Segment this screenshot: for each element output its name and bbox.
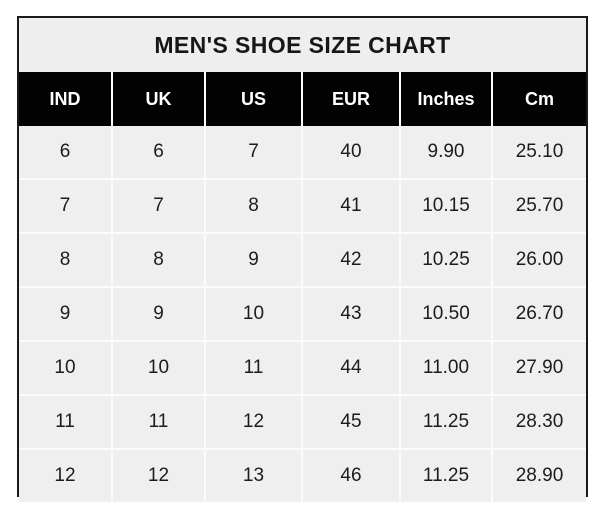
cell-us: 9	[205, 233, 303, 288]
table-row: 10 10 11 44 11.00 27.90	[19, 341, 586, 396]
cell-uk: 10	[112, 341, 206, 396]
table-row: 9 9 10 43 10.50 26.70	[19, 287, 586, 342]
table-row: 6 6 7 40 9.90 25.10	[19, 126, 586, 180]
cell-us: 7	[205, 126, 303, 180]
cell-inches: 11.25	[400, 395, 493, 450]
cell-cm: 26.70	[492, 287, 586, 342]
column-header-eur: EUR	[302, 72, 401, 126]
cell-ind: 12	[19, 449, 113, 502]
cell-cm: 27.90	[492, 341, 586, 396]
cell-cm: 25.10	[492, 126, 586, 180]
cell-eur: 43	[302, 287, 401, 342]
cell-eur: 44	[302, 341, 401, 396]
cell-uk: 9	[112, 287, 206, 342]
cell-us: 10	[205, 287, 303, 342]
table-body: 6 6 7 40 9.90 25.10 7 7 8 41 10.15 25.70…	[19, 126, 586, 502]
cell-cm: 28.90	[515, 465, 564, 486]
cell-us: 12	[205, 395, 303, 450]
cell-eur: 40	[302, 126, 401, 180]
cell-inches: 11.25	[400, 449, 493, 502]
table-row: 7 7 8 41 10.15 25.70	[19, 179, 586, 234]
cell-eur: 46	[302, 449, 401, 502]
cell-inches: 11.00	[400, 341, 493, 396]
cell-uk: 7	[112, 179, 206, 234]
cell-inches: 10.50	[400, 287, 493, 342]
cell-uk: 8	[112, 233, 206, 288]
cell-ind: 6	[19, 126, 113, 180]
cell-uk: 6	[112, 126, 206, 180]
column-header-us: US	[205, 72, 303, 126]
column-header-cm: Cm	[524, 88, 554, 109]
cell-cm: 28.30	[492, 395, 586, 450]
cell-ind: 11	[19, 395, 113, 450]
column-header-uk: UK	[112, 72, 206, 126]
column-header-ind: IND	[19, 72, 113, 126]
cell-us: 8	[205, 179, 303, 234]
cell-ind: 10	[19, 341, 113, 396]
column-header-inches: Inches	[400, 72, 493, 126]
cell-eur: 45	[302, 395, 401, 450]
cell-uk: 12	[112, 449, 206, 502]
cell-cm: 25.70	[492, 179, 586, 234]
page-title: MEN'S SHOE SIZE CHART	[154, 31, 451, 58]
cell-inches: 10.25	[400, 233, 493, 288]
cell-ind: 9	[19, 287, 113, 342]
cell-uk: 11	[112, 395, 206, 450]
chart-title-bar: MEN'S SHOE SIZE CHART	[19, 18, 586, 72]
size-chart-frame: MEN'S SHOE SIZE CHART IND UK US EUR Inch…	[17, 16, 588, 502]
table-row: 8 8 9 42 10.25 26.00	[19, 233, 586, 288]
cell-eur: 42	[302, 233, 401, 288]
table-row: 12 12 13 46 11.25 28.90	[19, 449, 586, 502]
cell-ind: 8	[19, 233, 113, 288]
cell-us: 13	[205, 449, 303, 502]
cell-ind: 7	[19, 179, 113, 234]
cell-us: 11	[205, 341, 303, 396]
cell-cm: 26.00	[492, 233, 586, 288]
table-row: 11 11 12 45 11.25 28.30	[19, 395, 586, 450]
cell-inches: 10.15	[400, 179, 493, 234]
size-chart-table: IND UK US EUR Inches Cm 6 6 7 40 9.90 25…	[19, 72, 586, 502]
cell-inches: 9.90	[400, 126, 493, 180]
cell-eur: 41	[302, 179, 401, 234]
table-header-row: IND UK US EUR Inches Cm	[19, 72, 586, 126]
table-header: IND UK US EUR Inches Cm	[19, 72, 586, 126]
